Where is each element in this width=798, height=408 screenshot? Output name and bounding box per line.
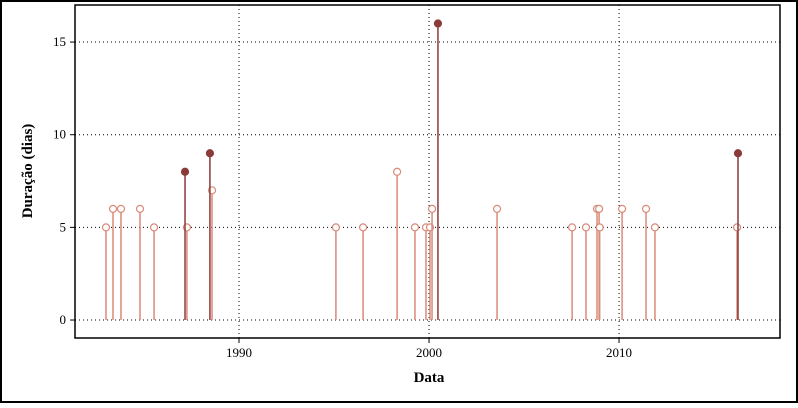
stem-marker [595,223,604,232]
y-tick-label: 15 [53,34,66,49]
stem-marker [205,149,215,158]
stem-marker [410,223,420,232]
y-tick-label: 0 [60,312,67,327]
stem-marker [594,204,604,213]
stem-marker [180,167,190,176]
stem-marker [101,223,111,232]
stem-marker [358,223,368,232]
plot-area [74,4,781,339]
stem-marker [149,223,159,232]
stem-marker [135,204,145,213]
stem-marker [433,19,443,28]
stem-marker [492,204,502,213]
stem-marker [617,204,627,213]
stem-marker [108,204,118,213]
stem-marker [732,223,742,232]
x-tick-label: 2000 [416,345,442,360]
y-tick-label: 10 [53,127,66,142]
stem-marker [733,149,743,158]
x-tick-label: 2010 [606,345,632,360]
stem-marker [427,204,437,213]
stem-marker [641,204,651,213]
x-axis-label: Data [414,370,445,386]
stem-marker [568,223,577,232]
stem-marker [650,223,660,232]
stem-marker [581,223,591,232]
stem-marker [116,204,126,213]
y-axis-label: Duração (dias) [20,124,36,219]
stem-marker [331,223,341,232]
stem-marker [392,167,402,176]
x-tick-label: 1990 [226,345,252,360]
y-tick-label: 5 [60,219,67,234]
